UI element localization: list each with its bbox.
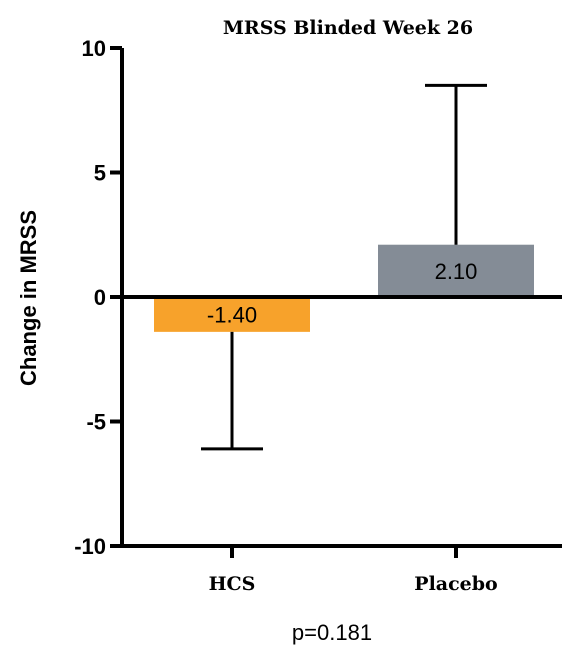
y-tick-label: 10 (82, 36, 106, 61)
bar-placebo (378, 244, 534, 297)
x-axis (120, 295, 562, 548)
y-tick-label: -10 (74, 534, 106, 559)
x-axis-ticks: HCS Placebo (209, 546, 498, 595)
x-tick-label-hcs: HCS (209, 573, 256, 595)
y-axis-ticks: 10 5 0 -5 -10 (74, 36, 122, 559)
y-tick-label: -5 (86, 410, 106, 435)
y-tick-label: 5 (94, 161, 106, 186)
chart-title: MRSS Blinded Week 26 (223, 17, 473, 39)
data-label: 2.10 (435, 259, 478, 284)
y-axis-label: Change in MRSS (16, 210, 41, 386)
x-tick-label-placebo: Placebo (414, 573, 497, 595)
p-value-annotation: p=0.181 (292, 620, 372, 645)
bar-hcs (154, 297, 310, 332)
data-labels: -1.40 2.10 (207, 259, 477, 328)
y-tick-label: 0 (94, 285, 106, 310)
error-bars (201, 83, 487, 451)
bars (154, 244, 534, 332)
data-label: -1.40 (207, 302, 257, 327)
